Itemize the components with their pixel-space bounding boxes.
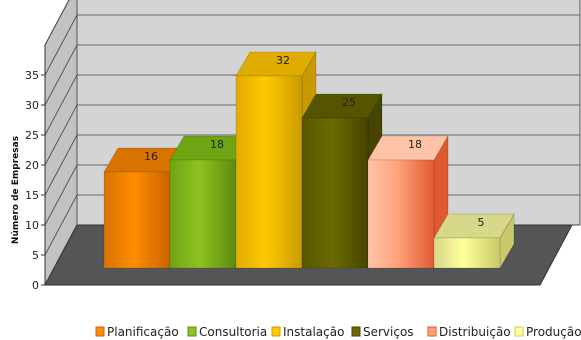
- gridline: [44, 14, 580, 76]
- data-label: 16: [144, 150, 158, 163]
- legend-item-planificação: Planificação: [95, 325, 179, 339]
- bar-produção: [433, 212, 515, 270]
- bar-front: [235, 75, 303, 269]
- y-axis-title: Número de Empresas: [11, 136, 21, 244]
- legend-label: Consultoria: [199, 325, 267, 339]
- bars: [103, 50, 515, 270]
- bar-front: [301, 117, 369, 269]
- legend-label: Instalação: [283, 325, 344, 339]
- gridline: [44, 134, 580, 196]
- legend-swatch: [427, 326, 437, 337]
- legend-item-consultoria: Consultoria: [187, 325, 267, 339]
- bar-front: [103, 171, 171, 269]
- legend: Planificação Consultoria Instalação Serviço…: [95, 325, 581, 339]
- legend-label: Distribuição: [439, 325, 511, 339]
- legend-item-distribuição: Distribuição: [427, 325, 511, 339]
- y-tick-label: 25: [25, 129, 39, 142]
- legend-item-instalação: Instalação: [271, 325, 344, 339]
- legend-label: Serviços: [363, 325, 414, 339]
- bar-front: [367, 159, 435, 269]
- legend-item-produção: Produção: [514, 325, 581, 339]
- legend-swatch: [271, 326, 281, 337]
- legend-swatch: [514, 326, 524, 337]
- y-tick-label: 0: [32, 279, 39, 292]
- bar-top: [433, 213, 515, 239]
- gridline: [44, 44, 580, 106]
- y-tick-label: 5: [32, 249, 39, 262]
- y-tick-label: 30: [25, 99, 39, 112]
- gridline: [44, 104, 580, 166]
- data-labels: 16 18 32 25 18 5: [144, 54, 485, 229]
- bar-front: [433, 237, 501, 269]
- legend-swatch: [351, 326, 361, 337]
- legend-swatch: [95, 326, 105, 337]
- legend-label: Produção: [526, 325, 581, 339]
- y-tick-label: 10: [25, 219, 39, 232]
- data-label: 5: [478, 216, 485, 229]
- data-label: 32: [276, 54, 290, 67]
- data-label: 25: [342, 96, 356, 109]
- data-label: 18: [210, 138, 224, 151]
- legend-swatch: [187, 326, 197, 337]
- y-tick-label: 35: [25, 69, 39, 82]
- legend-item-serviços: Serviços: [351, 325, 414, 339]
- y-tick-label: 15: [25, 189, 39, 202]
- data-label: 18: [408, 138, 422, 151]
- gridline: [44, 0, 70, 46]
- legend-label: Planificação: [107, 325, 179, 339]
- y-axis: 0 5 10 15 20 25 30 35: [25, 45, 46, 292]
- gridline: [44, 74, 580, 136]
- bar-front: [169, 159, 237, 269]
- y-tick-label: 20: [25, 159, 39, 172]
